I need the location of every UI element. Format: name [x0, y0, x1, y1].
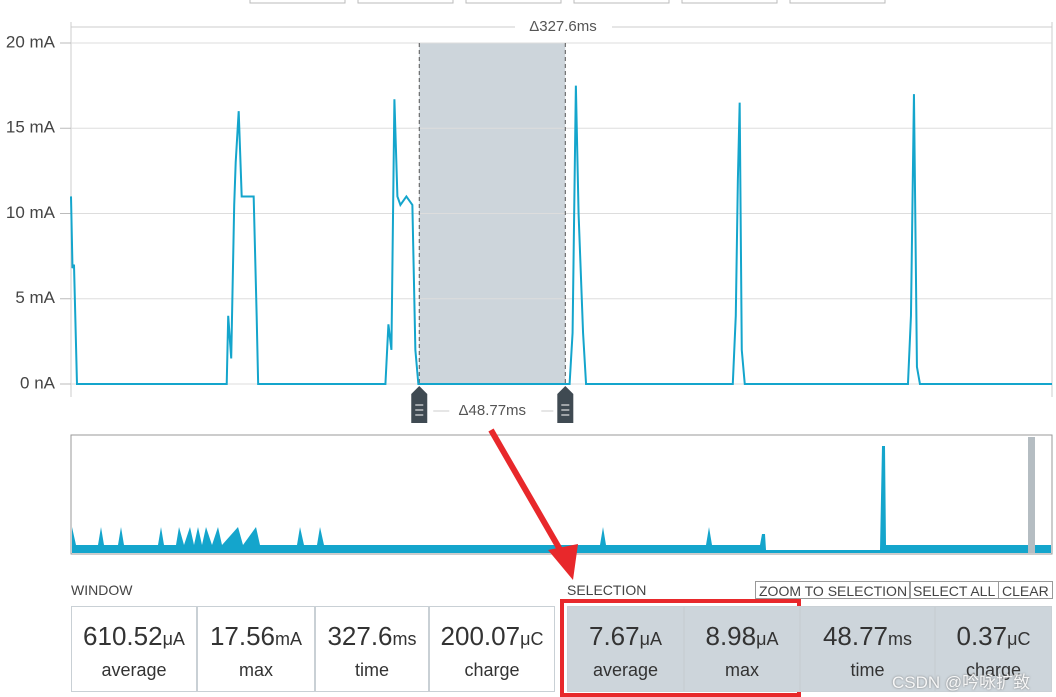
stat-label: charge: [965, 660, 1022, 680]
stat-number: 7.67: [589, 621, 640, 651]
y-tick-label: 5 mA: [15, 288, 55, 307]
stat-value: 48.77ms: [801, 621, 934, 652]
stat-unit: μA: [162, 629, 185, 649]
stat-number: 327.6: [327, 621, 393, 651]
annotation: [488, 428, 801, 697]
selection-span-label: Δ48.77ms: [459, 402, 527, 419]
stat-value: 0.37μC: [936, 621, 1051, 652]
toolbar-buttons: [249, 0, 886, 4]
stat-label: average: [101, 660, 167, 680]
stat-number: 48.77: [822, 621, 889, 651]
stat-card: 200.07μC charge: [429, 606, 555, 692]
stat-card: 17.56mA max: [197, 606, 315, 692]
stat-unit: μA: [639, 629, 662, 649]
stat-card: 48.77ms time: [800, 606, 935, 692]
stat-number: 200.07: [440, 621, 521, 651]
stat-value: 200.07μC: [430, 621, 554, 652]
watermark: CSDN @吟咏扩致: [892, 673, 1031, 692]
stat-number: 8.98: [705, 621, 757, 651]
stat-unit: μA: [756, 629, 779, 649]
button[interactable]: ZOOM TO SELECTION: [755, 581, 912, 599]
stat-card: 7.67μA average: [567, 606, 684, 692]
stat-label: time: [850, 660, 885, 680]
stat-value: 610.52μA: [72, 621, 196, 652]
stat-value: 8.98μA: [685, 621, 799, 652]
stat-value: 7.67μA: [568, 621, 683, 652]
stat-label: charge: [464, 660, 520, 680]
y-tick-label: 20 mA: [6, 32, 56, 51]
stat-number: 610.52: [83, 621, 163, 651]
overview-minimap: [70, 434, 1053, 555]
stat-label: max: [238, 660, 273, 680]
y-tick-label: 0 nA: [20, 373, 56, 392]
stat-value: 327.6ms: [316, 621, 428, 652]
stat-card: 0.37μC charge: [935, 606, 1052, 692]
button[interactable]: CLEAR: [998, 581, 1053, 599]
selection-title: SELECTION: [567, 582, 647, 598]
stat-unit: μC: [1007, 629, 1031, 649]
stat-value: 17.56mA: [198, 621, 314, 652]
current-trace: [70, 85, 1052, 385]
y-tick-label: 10 mA: [6, 203, 56, 222]
window-span-label: Δ327.6ms: [529, 18, 597, 35]
stat-number: 0.37: [956, 621, 1008, 651]
stat-unit: ms: [888, 629, 913, 649]
stat-card: 610.52μA average: [71, 606, 197, 692]
stat-unit: mA: [275, 629, 303, 649]
stat-card: 327.6ms time: [315, 606, 429, 692]
stat-unit: ms: [392, 629, 417, 649]
stat-unit: μC: [520, 629, 544, 649]
stat-label: max: [724, 660, 759, 680]
stat-label: average: [592, 660, 659, 680]
y-tick-label: 15 mA: [6, 118, 56, 137]
stat-number: 17.56: [209, 621, 276, 651]
button[interactable]: SELECT ALL: [909, 581, 1000, 599]
window-title: WINDOW: [71, 582, 133, 598]
stat-label: time: [354, 660, 389, 680]
stat-card: 8.98μA max: [684, 606, 800, 692]
